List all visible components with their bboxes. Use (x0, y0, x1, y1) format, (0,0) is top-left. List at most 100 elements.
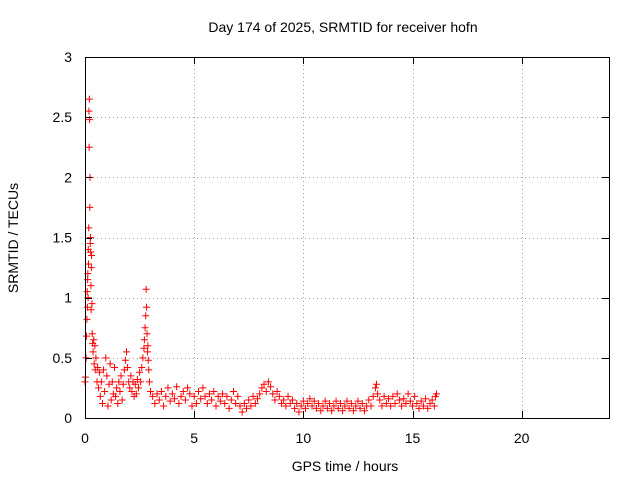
data-point (398, 402, 406, 410)
data-point (110, 363, 118, 371)
data-point (106, 360, 114, 368)
data-point (171, 395, 179, 403)
data-point (428, 396, 436, 404)
data-point (302, 404, 310, 412)
data-point (343, 397, 351, 405)
data-point (139, 354, 147, 362)
data-point (168, 390, 176, 398)
data-point (88, 252, 96, 260)
data-point (288, 396, 296, 404)
data-point (426, 400, 434, 408)
data-point (100, 366, 108, 374)
y-tick-label: 0 (64, 410, 72, 426)
data-point (151, 400, 159, 408)
data-point (332, 397, 340, 405)
y-axis-label: SRMTID / TECUs (5, 183, 21, 293)
data-point (419, 402, 427, 410)
data-point (124, 363, 132, 371)
data-point (103, 372, 111, 380)
data-point (86, 203, 94, 211)
x-tick-label: 10 (296, 430, 312, 446)
data-point (260, 380, 268, 388)
data-point (143, 330, 151, 338)
data-point (271, 396, 279, 404)
data-point (107, 396, 115, 404)
data-point (140, 336, 148, 344)
data-point (175, 400, 183, 408)
data-point (243, 404, 251, 412)
data-point (256, 390, 264, 398)
data-point (96, 392, 104, 400)
data-point (430, 402, 438, 410)
data-point (245, 396, 253, 404)
grid (85, 57, 609, 418)
data-point (144, 356, 152, 364)
data-point (166, 397, 174, 405)
data-point (144, 342, 152, 350)
x-tick-label: 15 (405, 430, 421, 446)
data-point (393, 390, 401, 398)
data-point (140, 344, 148, 352)
data-point (295, 408, 303, 416)
data-point (321, 397, 329, 405)
data-point (433, 390, 441, 398)
data-point (251, 400, 259, 408)
data-point (387, 402, 395, 410)
data-point (378, 402, 386, 410)
y-tick-label: 3 (64, 49, 72, 65)
data-point (356, 404, 364, 412)
y-tick-label: 0.5 (53, 350, 73, 366)
data-point (214, 392, 222, 400)
data-point (413, 400, 421, 408)
data-point (264, 378, 272, 386)
data-point (219, 390, 227, 398)
data-point (122, 348, 130, 356)
data-point (221, 400, 229, 408)
data-point (286, 400, 294, 408)
data-point (137, 378, 145, 386)
data-point (116, 388, 124, 396)
data-point (145, 378, 153, 386)
data-point (117, 372, 125, 380)
data-point (141, 324, 149, 332)
data-point (126, 384, 134, 392)
data-point (212, 402, 220, 410)
data-point (142, 312, 150, 320)
data-point (306, 395, 314, 403)
data-point (155, 396, 163, 404)
data-point (352, 402, 360, 410)
data-point (97, 378, 105, 386)
data-point (409, 402, 416, 410)
data-point (86, 240, 94, 248)
x-tick-label: 20 (514, 430, 530, 446)
data-point (188, 402, 196, 410)
data-point (297, 402, 305, 410)
data-point (101, 388, 109, 396)
data-point (350, 407, 358, 415)
data-point (308, 402, 316, 410)
y-tick-label: 1 (64, 290, 72, 306)
data-point (275, 392, 283, 400)
data-point (347, 400, 355, 408)
data-point (112, 392, 120, 400)
data-point (395, 396, 403, 404)
data-point (104, 402, 112, 410)
data-point (128, 388, 136, 396)
data-point (89, 348, 97, 356)
data-point (372, 380, 380, 388)
data-point (299, 397, 307, 405)
data-point (422, 395, 430, 403)
data-point (85, 107, 93, 115)
data-point (380, 392, 388, 400)
data-point (190, 392, 198, 400)
data-point (267, 383, 275, 391)
data-point (83, 288, 91, 296)
data-point (315, 400, 323, 408)
data-point (280, 396, 288, 404)
data-point (310, 397, 318, 405)
data-point (354, 397, 362, 405)
data-point (278, 400, 285, 408)
data-point (108, 378, 116, 386)
data-point (258, 384, 266, 392)
